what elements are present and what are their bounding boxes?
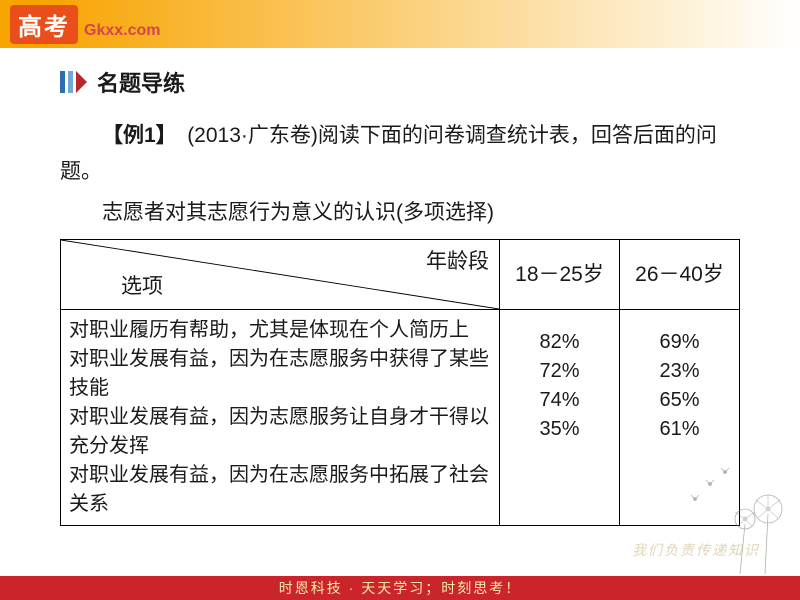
diag-top-label: 年龄段 xyxy=(426,244,489,280)
section-bars-icon xyxy=(60,71,87,93)
example-paragraph: 【例1】 (2013·广东卷)阅读下面的问卷调查统计表，回答后面的问题。 xyxy=(60,118,740,189)
logo: 高考 Gkxx.com xyxy=(10,5,160,44)
logo-main: 高考 xyxy=(10,5,78,44)
option-2: 对职业发展有益，因为在志愿服务中获得了某些技能 xyxy=(69,345,491,403)
pct-1-4: 35% xyxy=(508,415,611,444)
option-3: 对职业发展有益，因为志愿服务让自身才干得以充分发挥 xyxy=(69,403,491,461)
options-cell: 对职业履历有帮助，尤其是体现在个人简历上 对职业发展有益，因为在志愿服务中获得了… xyxy=(61,310,500,526)
age-col-2: 26－40岁 xyxy=(620,240,740,310)
diag-bottom-label: 选项 xyxy=(121,269,163,305)
example-source: (2013·广东卷) xyxy=(187,124,318,147)
example-label: 【例1】 xyxy=(102,124,166,147)
watermark-text: 我们负责传递知识 xyxy=(632,540,760,560)
pct-2-1: 69% xyxy=(628,328,731,357)
survey-caption: 志愿者对其志愿行为意义的认识(多项选择) xyxy=(60,195,740,231)
table-data-row: 对职业履历有帮助，尤其是体现在个人简历上 对职业发展有益，因为在志愿服务中获得了… xyxy=(61,310,740,526)
section-title-row: 名题导练 xyxy=(60,66,800,98)
pct-1-1: 82% xyxy=(508,328,611,357)
pct-2-4: 61% xyxy=(628,415,731,444)
table-header-row: 年龄段 选项 18－25岁 26－40岁 xyxy=(61,240,740,310)
diagonal-header-cell: 年龄段 选项 xyxy=(61,240,500,310)
page-footer: 时恩科技 · 天天学习；时刻思考！ xyxy=(0,576,800,600)
pct-1-3: 74% xyxy=(508,386,611,415)
pct-2-2: 23% xyxy=(628,357,731,386)
content-area: 【例1】 (2013·广东卷)阅读下面的问卷调查统计表，回答后面的问题。 志愿者… xyxy=(0,98,800,526)
pct-col-1: 82% 72% 74% 35% xyxy=(500,310,620,526)
survey-table: 年龄段 选项 18－25岁 26－40岁 对职业履历有帮助，尤其是体现在个人简历… xyxy=(60,239,740,526)
pct-1-2: 72% xyxy=(508,357,611,386)
section-title: 名题导练 xyxy=(97,66,185,98)
option-4: 对职业发展有益，因为在志愿服务中拓展了社会关系 xyxy=(69,461,491,519)
option-1: 对职业履历有帮助，尤其是体现在个人简历上 xyxy=(69,316,491,345)
pct-col-2: 69% 23% 65% 61% xyxy=(620,310,740,526)
logo-sub: Gkxx.com xyxy=(84,22,160,40)
page-header: 高考 Gkxx.com xyxy=(0,0,800,48)
pct-2-3: 65% xyxy=(628,386,731,415)
age-col-1: 18－25岁 xyxy=(500,240,620,310)
